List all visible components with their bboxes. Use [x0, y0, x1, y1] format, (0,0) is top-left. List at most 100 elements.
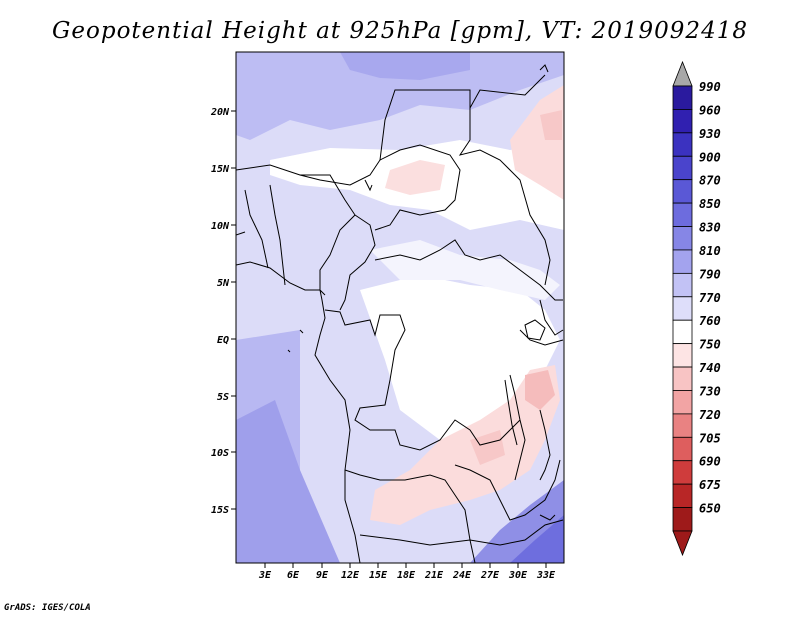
colorbar-label: 790 — [699, 267, 721, 281]
field-ocean-deep — [236, 400, 340, 563]
lat-labels: 20N 15N 10N 5N EQ 5S 10S 15S — [210, 107, 230, 516]
colorbar-top-arrow — [672, 60, 693, 87]
lon-label-6e: 6E — [287, 570, 300, 581]
colorbar-box — [672, 296, 693, 321]
colorbar-box — [672, 226, 693, 251]
angola-border — [344, 469, 476, 563]
zambia-border — [454, 459, 561, 521]
lake-kariba — [539, 514, 556, 521]
height-field — [236, 52, 564, 563]
colorbar-label: 760 — [699, 314, 721, 328]
colorbar-label: 720 — [699, 408, 721, 422]
map-title: Geopotential Height at 925hPa [gpm], VT:… — [52, 18, 748, 44]
lon-labels: 3E 6E 9E 12E 15E 18E 21E 24E 27E 30E 33E — [258, 570, 556, 581]
colorbar-label: 850 — [699, 197, 721, 211]
colorbar-box — [672, 202, 693, 227]
colorbar-box — [672, 366, 693, 391]
tick-marks — [231, 110, 547, 568]
colorbar-box — [672, 436, 693, 462]
field-north-deep — [340, 52, 470, 80]
sudan-border — [458, 108, 551, 286]
nigeria-border — [300, 174, 356, 290]
colorbar-label: 675 — [699, 478, 721, 492]
colorbar-box — [672, 109, 693, 134]
lon-label-3e: 3E — [258, 570, 272, 581]
colorbar-boxes — [672, 85, 693, 532]
lat-label-10n: 10N — [211, 221, 230, 232]
cameroon-border — [339, 214, 376, 311]
colorbar-box — [672, 249, 693, 274]
west-africa-borders — [236, 184, 286, 286]
lon-label-33e: 33E — [536, 570, 556, 581]
colorbar-label: 830 — [699, 221, 721, 235]
lon-label-9e: 9E — [316, 570, 329, 581]
field-north-blue — [236, 52, 564, 140]
lat-label-5n: 5N — [217, 278, 230, 289]
sahel-borders — [236, 74, 546, 186]
east-africa-borders — [519, 299, 564, 346]
colorbar-label: 730 — [699, 384, 721, 398]
field-pink-north — [385, 160, 445, 195]
colorbar-box — [672, 155, 693, 181]
field-se-deep — [510, 515, 564, 563]
lon-label-24e: 24E — [452, 570, 472, 581]
colorbar-box — [672, 132, 693, 157]
southern-border — [359, 519, 564, 546]
colorbar-label: 750 — [699, 338, 721, 352]
colorbar-box — [672, 343, 693, 368]
colorbar-bottom-arrow — [672, 530, 693, 557]
lat-label-5s: 5S — [217, 392, 229, 403]
lake-victoria — [524, 319, 546, 341]
colorbar-box — [672, 272, 693, 298]
lon-label-15e: 15E — [369, 570, 388, 581]
colorbar: 990 960 930 900 870 850 830 810 790 770 760 750 740 7… — [672, 60, 721, 557]
gulf-islands — [287, 289, 326, 353]
colorbar-label: 740 — [699, 361, 721, 375]
red-sea-coast — [539, 64, 549, 73]
congo-borders — [324, 309, 521, 451]
lon-label-27e: 27E — [480, 570, 500, 581]
lat-label-15s: 15S — [211, 505, 229, 516]
colorbar-box — [672, 507, 693, 532]
colorbar-label: 810 — [699, 244, 721, 258]
colorbar-label: 870 — [699, 174, 721, 188]
colorbar-box — [672, 460, 693, 485]
coastline-west — [236, 261, 361, 563]
boundaries — [236, 64, 564, 563]
colorbar-label: 930 — [699, 127, 721, 141]
lat-label-eq: EQ — [217, 335, 229, 346]
lon-label-12e: 12E — [341, 570, 360, 581]
colorbar-box — [672, 179, 693, 204]
field-pink-core-east — [525, 370, 555, 410]
lon-label-18e: 18E — [397, 570, 416, 581]
lat-label-15n: 15N — [211, 164, 230, 175]
plot-frame — [235, 51, 565, 564]
colorbar-labels: 990 960 930 900 870 850 830 810 790 770 760 750 740 7… — [699, 80, 721, 516]
lon-label-21e: 21E — [424, 570, 444, 581]
colorbar-label: 900 — [699, 150, 721, 164]
field-pink-core-south — [470, 430, 505, 465]
colorbar-box — [672, 319, 693, 345]
colorbar-label: 770 — [699, 291, 721, 305]
colorbar-box — [672, 85, 693, 110]
colorbar-box — [672, 390, 693, 415]
colorbar-label: 960 — [699, 103, 721, 117]
field-white-basin — [360, 275, 560, 440]
colorbar-label: 650 — [699, 502, 721, 516]
lake-tanganyika-west — [504, 379, 518, 446]
colorbar-label: 690 — [699, 455, 721, 469]
field-pink-south — [370, 365, 560, 525]
colorbar-box — [672, 413, 693, 438]
colorbar-label: 990 — [699, 80, 721, 94]
lake-malawi — [539, 409, 551, 481]
lake-chad — [364, 179, 373, 192]
car-border — [374, 239, 563, 301]
chad-border — [374, 144, 461, 231]
colorbar-box — [672, 483, 693, 508]
field-white-soft — [370, 240, 560, 300]
lat-label-10s: 10S — [211, 448, 229, 459]
colorbar-label: 705 — [699, 431, 721, 445]
lat-label-20n: 20N — [210, 107, 230, 118]
lon-label-30e: 30E — [508, 570, 528, 581]
